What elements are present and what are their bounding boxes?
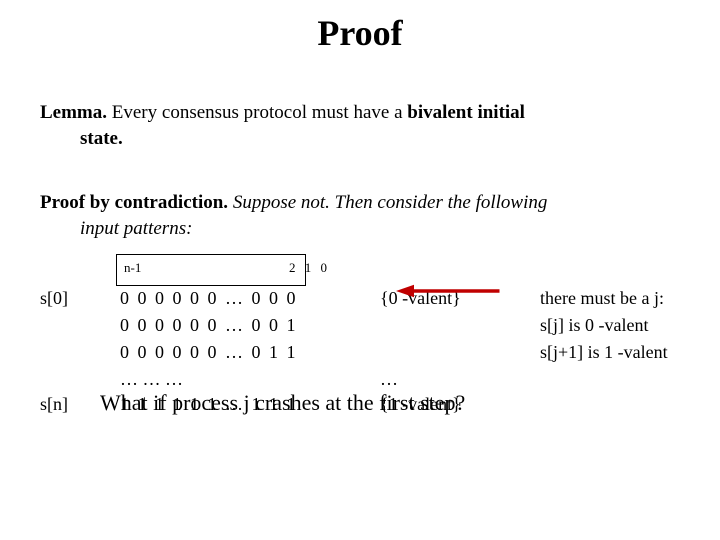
arrow-icon bbox=[395, 282, 505, 300]
row-label-0: s[0] bbox=[40, 288, 95, 309]
lemma-bold-tail: bivalent initial bbox=[407, 102, 525, 123]
note-line-2: s[j] is 0 -valent bbox=[540, 315, 720, 336]
proof-block: Proof by contradiction. Suppose not. The… bbox=[40, 190, 700, 241]
bit-row-2: 0 0 0 0 0 0 … 0 1 1 bbox=[120, 342, 350, 363]
bit-row-1: 0 0 0 0 0 0 … 0 0 1 bbox=[120, 315, 350, 336]
bit-row-0: 0 0 0 0 0 0 … 0 0 0 bbox=[120, 288, 350, 309]
proof-label: Proof by contradiction. bbox=[40, 192, 228, 213]
note-line-1: there must be a j: bbox=[540, 288, 720, 309]
lemma-block: Lemma. Every consensus protocol must hav… bbox=[40, 100, 700, 151]
note-line-3: s[j+1] is 1 -valent bbox=[540, 342, 720, 363]
lemma-label: Lemma. bbox=[40, 102, 107, 123]
row-label-n: s[n] bbox=[40, 394, 95, 415]
valent-3: … bbox=[380, 369, 500, 390]
lemma-body-1: Every consensus protocol must have a bbox=[107, 102, 407, 123]
proof-body: Suppose not. Then consider the following bbox=[228, 192, 547, 213]
header-box bbox=[116, 254, 306, 286]
bit-row-3: … … … bbox=[120, 369, 350, 390]
proof-line2: input patterns: bbox=[80, 218, 192, 239]
page-title: Proof bbox=[0, 12, 720, 54]
question-text: What if process j crashes at the first s… bbox=[100, 390, 720, 416]
lemma-line2: state. bbox=[80, 128, 123, 149]
